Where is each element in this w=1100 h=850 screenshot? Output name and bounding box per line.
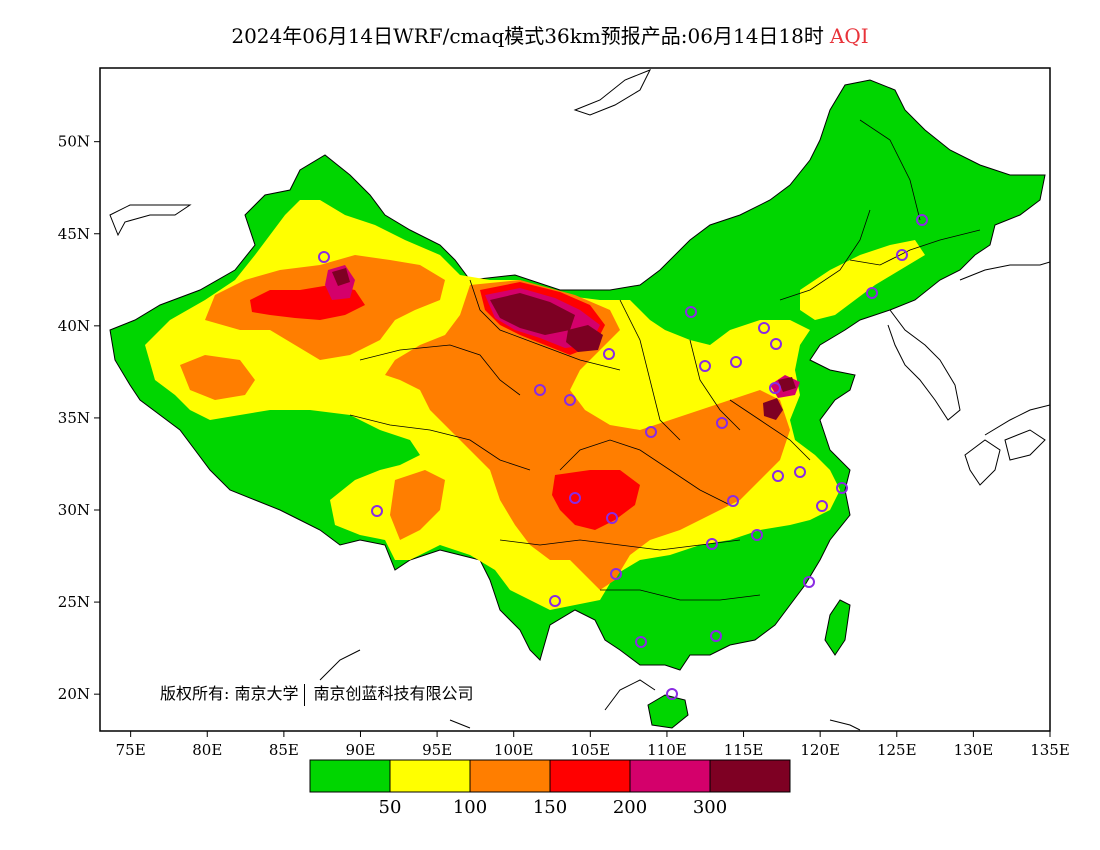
station-marker xyxy=(549,595,561,607)
station-marker xyxy=(803,576,815,588)
legend-swatch xyxy=(389,759,471,793)
lon-tick-label: 85E xyxy=(269,741,299,759)
hainan-island xyxy=(647,694,689,729)
aqi-hazardous-henan xyxy=(763,398,783,420)
lon-tick-label: 75E xyxy=(116,741,146,759)
station-markers xyxy=(318,214,928,700)
lat-tick-label: 40N xyxy=(58,317,90,335)
station-marker xyxy=(770,338,782,350)
legend-label: 50 xyxy=(379,797,402,818)
station-marker xyxy=(699,360,711,372)
lon-tick-label: 115E xyxy=(724,741,764,759)
station-marker xyxy=(603,348,615,360)
lon-tick-label: 125E xyxy=(877,741,917,759)
station-marker xyxy=(772,470,784,482)
station-marker xyxy=(896,249,908,261)
copyright-part2: 南京创蓝科技有限公司 xyxy=(313,684,474,703)
map-content xyxy=(109,69,1050,731)
station-marker xyxy=(769,382,781,394)
lon-tick-label: 105E xyxy=(571,741,611,759)
title-variable: AQI xyxy=(829,24,869,48)
title-text: 2024年06月14日WRF/cmaq模式36km预报产品:06月14日18时 xyxy=(231,24,824,48)
province-boundaries xyxy=(349,119,981,601)
station-marker xyxy=(534,384,546,396)
aqi-hazardous-shandong xyxy=(778,377,796,392)
taiwan-island xyxy=(824,599,851,656)
lon-tick-label: 120E xyxy=(800,741,840,759)
aqi-usg-tarim-west xyxy=(180,355,255,400)
station-marker xyxy=(716,417,728,429)
lat-tick-label: 35N xyxy=(58,409,90,427)
station-marker xyxy=(569,492,581,504)
aqi-moderate-northeast xyxy=(800,240,925,320)
foreign-coastlines xyxy=(109,69,1050,731)
station-marker xyxy=(645,426,657,438)
legend-swatch xyxy=(629,759,711,793)
station-marker xyxy=(758,322,770,334)
copyright-part1: 版权所有: 南京大学 xyxy=(160,684,299,703)
lon-tick-label: 110E xyxy=(647,741,687,759)
station-marker xyxy=(836,482,848,494)
station-marker xyxy=(666,688,678,700)
lat-tick-label: 30N xyxy=(58,501,90,519)
lon-tick-label: 90E xyxy=(345,741,375,759)
station-marker xyxy=(916,214,928,226)
lat-tick-label: 20N xyxy=(58,685,90,703)
legend-label: 200 xyxy=(613,797,647,818)
station-marker xyxy=(866,287,878,299)
map-frame-border xyxy=(99,67,1051,732)
aqi-unhealthy-sichuan xyxy=(552,470,640,530)
legend-swatch xyxy=(309,759,391,793)
copyright-notice: 版权所有: 南京大学 南京创蓝科技有限公司 xyxy=(160,680,474,706)
legend-label: 150 xyxy=(533,797,567,818)
aqi-hazardous-turpan xyxy=(332,268,350,286)
station-marker xyxy=(706,538,718,550)
station-marker xyxy=(794,466,806,478)
lon-tick-label: 95E xyxy=(422,741,452,759)
lon-tick-label: 80E xyxy=(192,741,222,759)
station-marker xyxy=(318,251,330,263)
lat-axis: 50N 45N 40N 35N 30N 25N 20N xyxy=(58,133,100,703)
legend-swatch xyxy=(549,759,631,793)
lat-tick-label: 45N xyxy=(58,225,90,243)
station-marker xyxy=(610,568,622,580)
lon-tick-label: 135E xyxy=(1030,741,1070,759)
legend-swatch xyxy=(469,759,551,793)
station-marker xyxy=(371,505,383,517)
station-marker xyxy=(730,356,742,368)
legend-swatch xyxy=(709,759,791,793)
lon-tick-label: 130E xyxy=(954,741,994,759)
station-marker xyxy=(606,512,618,524)
lat-tick-label: 25N xyxy=(58,593,90,611)
aqi-usg-southwest xyxy=(390,470,445,540)
legend-label: 300 xyxy=(693,797,727,818)
map-title: 2024年06月14日WRF/cmaq模式36km预报产品:06月14日18时 A… xyxy=(0,20,1100,49)
station-marker xyxy=(685,306,697,318)
lon-tick-label: 100E xyxy=(494,741,534,759)
station-marker xyxy=(635,636,647,648)
aqi-hazardous-ningxia xyxy=(566,325,603,352)
station-marker xyxy=(710,630,722,642)
copyright-separator xyxy=(304,683,306,706)
station-marker xyxy=(816,500,828,512)
legend-label: 100 xyxy=(453,797,487,818)
station-marker xyxy=(564,394,576,406)
aqi-usg-central xyxy=(385,280,790,590)
aqi-hazardous-north xyxy=(490,293,575,335)
aqi-legend: 50 100 150 200 300 xyxy=(309,759,791,818)
station-marker xyxy=(751,529,763,541)
lat-tick-label: 50N xyxy=(58,133,90,151)
station-marker xyxy=(727,495,739,507)
lon-axis: 75E 80E 85E 90E 95E 100E 105E 110E 115E 120E 125E 1… xyxy=(116,731,1070,759)
